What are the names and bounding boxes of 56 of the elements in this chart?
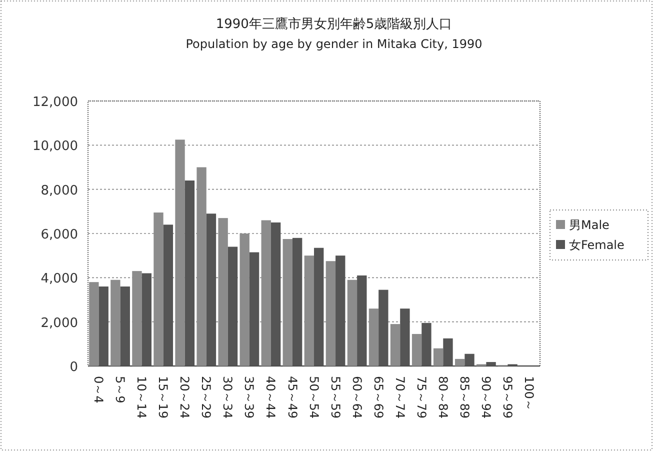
legend-label: 女Female [569, 238, 624, 252]
y-tick-label: 0 [70, 360, 78, 375]
bar [270, 222, 281, 366]
bar [464, 354, 474, 366]
x-tick-label: 0～4 [92, 376, 106, 404]
bar [292, 238, 302, 366]
bar [412, 334, 422, 366]
bar [390, 324, 400, 366]
legend-label: 男Male [569, 218, 610, 232]
bar [163, 224, 174, 366]
bar [443, 338, 453, 366]
x-tick-label: 90～94 [478, 376, 493, 419]
bar [249, 252, 260, 366]
bar [433, 348, 444, 366]
x-tick-label: 20～24 [178, 376, 192, 419]
bar [228, 246, 238, 366]
x-tick-label: 35～39 [242, 376, 256, 419]
y-tick-label: 10,000 [32, 139, 78, 154]
x-tick-label: 100～ [522, 376, 536, 411]
bar [422, 322, 432, 366]
x-tick-label: 10～14 [134, 376, 149, 419]
x-tick-label: 85～89 [457, 376, 472, 419]
bar [132, 271, 142, 366]
bar [206, 214, 216, 366]
y-tick-label: 4,000 [40, 272, 78, 287]
x-tick-label: 60～64 [350, 376, 364, 419]
bar [378, 290, 388, 366]
chart-title: 1990年三鷹市男女別年齢5歳階級別人口 [216, 16, 452, 32]
x-tick-label: 80～84 [436, 376, 450, 419]
x-tick-label: 70～74 [392, 376, 407, 419]
y-tick-label: 2,000 [40, 316, 78, 331]
y-tick-label: 12,000 [32, 95, 78, 110]
bar [314, 248, 324, 366]
bar [400, 308, 410, 366]
x-tick-label: 65～69 [371, 376, 386, 419]
x-tick-label: 25～29 [199, 376, 214, 419]
chart-subtitle: Population by age by gender in Mitaka City, 1990 [186, 37, 482, 51]
x-tick-label: 55～59 [328, 376, 342, 419]
x-tick-label: 15～19 [156, 376, 170, 419]
bar [454, 358, 465, 366]
y-tick-label: 6,000 [40, 228, 78, 242]
x-tick-label: 50～54 [306, 376, 321, 419]
x-tick-label: 40～44 [264, 376, 278, 419]
bar [336, 256, 346, 366]
bar [142, 273, 152, 366]
x-tick-label: 45～49 [285, 376, 300, 419]
bar [98, 286, 108, 366]
bar [184, 180, 195, 366]
bar [486, 362, 496, 366]
bar [120, 286, 130, 366]
x-tick-label: 75～79 [414, 376, 428, 419]
bar [357, 275, 367, 366]
x-tick-label: 30～34 [220, 376, 235, 419]
x-tick-label: 5～9 [113, 376, 128, 404]
x-tick-label: 95～99 [500, 376, 515, 419]
y-tick-label: 8,000 [40, 183, 78, 198]
